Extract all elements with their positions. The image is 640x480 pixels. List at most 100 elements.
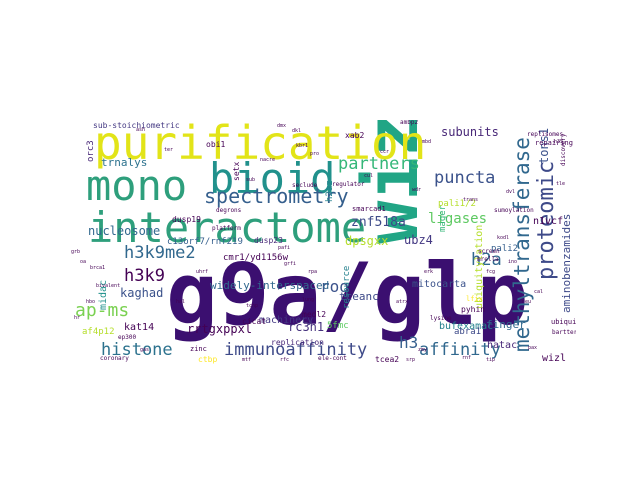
word-medl2: medl2 [302,310,327,319]
word-pafi: pafi [278,245,291,251]
word-trans: trans [463,197,479,203]
word-lung: lung [302,297,315,303]
word-sumoylation: sumoylation [494,207,534,214]
word-spectrometry: spectrometry [204,184,349,208]
word-bufexamac: bufexamac [439,321,494,332]
word-rrtgxppxl: rrtgxppxl [187,322,253,336]
word-degrons: degrons [216,207,242,214]
word-h3k9: h3k9 [124,266,165,286]
word-grfi: grfi [284,261,297,267]
word-grb: grb [71,249,81,255]
word-h35: h35 [554,139,564,145]
word-ash: ash [136,127,146,133]
word-kodl: kodl [497,235,510,241]
word-ubiquitin: ubiquitin [551,318,576,326]
word-pali1-2: pali1/2 [438,199,476,209]
word-kaghad: kaghad [120,286,164,300]
word-repairing: repairing [535,139,573,147]
word-rc3h1: rc3h1 [288,320,325,334]
word-ep300: ep300 [118,334,137,341]
word-finger: finger [486,318,526,331]
word-hatac: hatac [487,340,518,351]
word-orc3: orc3 [86,140,96,162]
word-dusp23: dusp23 [254,236,283,245]
word-kbr1: kbr1 [296,143,309,149]
word-tcea2: tcea2 [375,355,400,364]
word-cal: cal [534,289,544,295]
word-mono: mono [86,161,188,210]
word-abra1: abra1 [454,327,482,337]
word-mtf: mtf [242,357,252,363]
word-bartter: bartter [552,329,576,336]
word-5fmc: 5fmc [327,321,349,331]
word-wizl: wizl [542,353,567,364]
word-n1vcf: n1vcf [533,216,564,227]
word-srp: srp [406,357,416,363]
word-pro: pro [310,151,320,157]
word-bivalent: bivalent [96,283,121,289]
word-nacre: nacre [260,157,276,163]
word-obi1: obi1 [206,140,226,149]
word-zinc: zinc [190,345,207,353]
word-screen: screen [478,248,500,255]
word-aminobenzamides: aminobenzamides [560,213,573,313]
word-replication: replication [271,338,324,347]
word-uhrf: uhrf [196,269,209,275]
word-histone: histone [101,340,173,360]
word-resource: resource [342,265,352,309]
word-hal: hal [176,299,186,305]
word-cicat: cicat [242,317,267,326]
word-smarcad1: smarcad1 [352,205,386,213]
word-ligases: ligases [428,211,488,227]
word-sub-stoichiometric: sub-stoichiometric [93,121,180,130]
word-tchp: tchp [246,303,259,309]
word-interactome: interactome [88,203,367,252]
word-h2a: h2a [471,250,502,270]
word-puncta: puncta [434,168,496,188]
word-replisomes: replisomes [527,131,564,138]
word-trnalys: trnalys [101,156,148,169]
word-regulator: regulator [332,181,365,188]
word-ino: ino [508,259,518,265]
word-subunits: subunits [441,125,499,139]
word-hbo: hbo [86,299,96,305]
word-coronary: coronary [100,355,129,362]
word-c13orf7-rnf219: c13orf7/rnf219 [167,237,243,247]
word-pyhin: pyhin [461,305,486,314]
word-neu: neu [522,299,532,305]
word-rnf: rnf [462,355,472,361]
word-seclude: seclude [292,182,318,189]
word-tceanc: tceanc [339,290,379,303]
word-ubz4: ubz4 [404,233,433,247]
word-dusp19: dusp19 [172,215,201,224]
word-pali2: pali2 [491,244,519,254]
word-purification: purification [94,120,427,170]
word-cloud: g9a/glp wiz purification interactome bio… [66,120,576,366]
word-nucleosome: nucleosome [88,224,161,238]
word-znf518a: znf518a [351,215,406,230]
word-rpa: rpa [308,269,318,275]
word-pax: pax [528,345,538,351]
word-machinery: machinery [259,315,314,326]
word-dkl: dkl [292,128,302,134]
word-ter: ter [164,147,174,153]
word-wdr: wdr [412,187,422,193]
word-immunoaffinity: immunoaffinity [224,340,368,360]
word-atrx: atrx [396,299,409,305]
word-ap-ms: ap-ms [75,300,130,321]
word-g9a-glp: g9a/glp [166,245,529,345]
word-dvl: dvl [506,189,516,195]
word-roq: roq [320,277,349,296]
word-tle: tle [556,181,566,187]
word-xab2: xab2 [345,131,365,140]
word-partners: partners [338,154,420,174]
word-zmy: zmy [418,347,428,353]
word-ele-cont: ele-cont [318,355,347,362]
word-erk: erk [424,269,434,275]
word-fcg: fcg [486,269,496,275]
word-cmr1-yd1156w: cmr1/yd1156w [223,253,289,263]
word-mitocarta: mitocarta [412,279,467,290]
word-tip: tip [486,357,496,363]
word-setx: setx [232,161,241,181]
word-bioid: bioid [209,154,336,203]
